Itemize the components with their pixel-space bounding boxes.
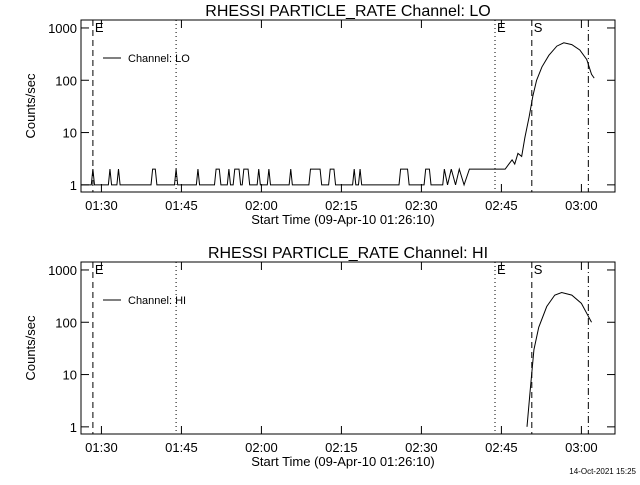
y-axis-label: Counts/sec: [23, 73, 38, 139]
plot-frame: [80, 19, 616, 193]
x-tick-label: 02:45: [485, 440, 518, 455]
legend-label: Channel: HI: [128, 295, 186, 307]
x-tick-label: 02:00: [245, 440, 278, 455]
flag-label: E: [497, 20, 506, 35]
flag-label: E: [95, 262, 104, 277]
x-tick-label: 01:45: [165, 440, 198, 455]
flag-label: E: [95, 20, 104, 35]
x-tick-label: 02:30: [405, 440, 438, 455]
y-tick-label: 1000: [48, 21, 77, 36]
x-tick-label: 02:00: [245, 198, 278, 213]
x-tick-label: 03:00: [565, 198, 598, 213]
x-axis-label: Start Time (09-Apr-10 01:26:10): [251, 454, 435, 469]
x-tick-label: 01:30: [85, 440, 118, 455]
flag-label: S: [534, 20, 543, 35]
y-tick-label: 1: [70, 178, 77, 193]
chart-title: RHESSI PARTICLE_RATE Channel: HI: [208, 245, 488, 262]
x-tick-label: 02:15: [325, 198, 358, 213]
data-line: [526, 292, 592, 427]
x-tick-label: 02:30: [405, 198, 438, 213]
flag-label: E: [497, 262, 506, 277]
y-axis-label: Counts/sec: [23, 315, 38, 381]
x-axis-label: Start Time (09-Apr-10 01:26:10): [251, 212, 435, 227]
x-tick-label: 03:00: [565, 440, 598, 455]
y-tick-label: 100: [55, 73, 77, 88]
flag-label: S: [534, 262, 543, 277]
x-tick-label: 01:45: [165, 198, 198, 213]
y-tick-label: 1: [70, 420, 77, 435]
x-tick-label: 02:45: [485, 198, 518, 213]
x-tick-label: 02:15: [325, 440, 358, 455]
y-tick-label: 100: [55, 315, 77, 330]
data-line: [81, 42, 595, 187]
chart-title: RHESSI PARTICLE_RATE Channel: LO: [205, 3, 490, 20]
legend-label: Channel: LO: [128, 53, 190, 65]
y-tick-label: 1000: [48, 263, 77, 278]
x-tick-label: 01:30: [85, 198, 118, 213]
footer: 14-Oct-2021 15:25: [569, 467, 636, 476]
y-tick-label: 10: [63, 126, 77, 141]
plot-frame: [80, 261, 616, 435]
y-tick-label: 10: [63, 368, 77, 383]
